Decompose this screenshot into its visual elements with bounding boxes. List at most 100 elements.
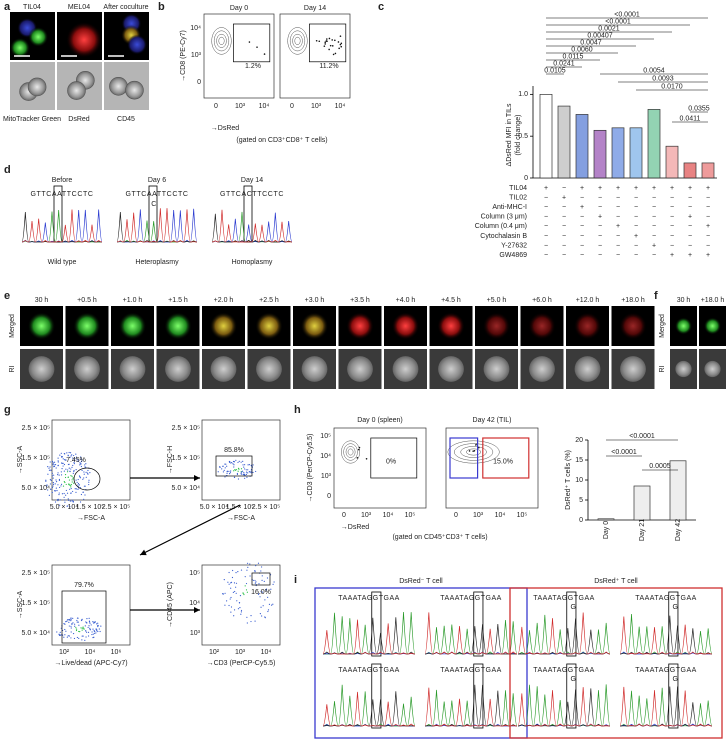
event (70, 623, 73, 625)
time-label: +3.0 h (305, 297, 325, 304)
event (67, 619, 69, 621)
event (63, 480, 65, 483)
event (52, 464, 54, 466)
event (76, 481, 78, 484)
condition-sign: + (706, 185, 710, 192)
event (49, 478, 51, 481)
event (75, 456, 78, 458)
flow-plot (51, 419, 131, 501)
event (76, 619, 78, 622)
event (246, 616, 248, 618)
alt-base: G (570, 604, 575, 611)
condition-sign: − (562, 233, 566, 240)
condition-sign: − (616, 214, 620, 221)
gate (73, 467, 101, 491)
event (58, 633, 60, 635)
position-box (148, 185, 158, 243)
event (240, 473, 243, 475)
cell-signal (66, 21, 103, 58)
event (55, 487, 57, 489)
gate (482, 437, 530, 479)
condition-sign: + (616, 223, 620, 230)
event (54, 501, 57, 503)
event (242, 592, 244, 594)
contour (289, 30, 306, 52)
p-value: 0.00407 (587, 32, 612, 39)
gate-percent: 11.2% (319, 63, 338, 70)
position-box (473, 591, 484, 657)
condition-sign: − (634, 194, 638, 201)
event (75, 469, 77, 471)
condition-sign: − (688, 233, 692, 240)
chromatogram (619, 616, 713, 655)
event (244, 468, 246, 470)
event (242, 464, 244, 466)
event (48, 467, 50, 469)
event (60, 474, 63, 476)
event (70, 631, 72, 633)
condition-sign: − (688, 204, 692, 211)
condition-sign: − (634, 242, 638, 249)
event (248, 41, 251, 43)
event (52, 483, 55, 485)
p-value: 0.0411 (680, 115, 701, 122)
event (240, 468, 243, 470)
event (246, 562, 249, 564)
time-label: +3.5 h (350, 297, 370, 304)
x-tick-label: 10³ (235, 649, 246, 656)
event (64, 458, 66, 461)
event (228, 470, 230, 472)
panel-label: e (4, 290, 10, 302)
p-value: <0.0001 (629, 433, 655, 440)
condition-sign: − (670, 233, 674, 240)
event (72, 617, 74, 619)
event (95, 628, 97, 630)
condition-sign: − (562, 214, 566, 221)
y-axis-label: →SSC-A (17, 590, 24, 619)
event (51, 472, 53, 474)
position-box (371, 591, 382, 657)
event (79, 501, 82, 503)
event (58, 478, 61, 481)
event (226, 472, 228, 474)
event (358, 446, 361, 449)
event (250, 472, 252, 474)
event (62, 465, 64, 467)
condition-sign: − (580, 252, 584, 259)
event (223, 469, 225, 471)
event (75, 629, 78, 632)
event (67, 498, 69, 500)
condition-sign: + (652, 185, 656, 192)
event (252, 471, 254, 474)
event (68, 484, 71, 486)
event (52, 481, 55, 484)
chromatogram (424, 612, 518, 655)
cell-signal (482, 312, 511, 340)
event (83, 473, 85, 475)
event (244, 477, 246, 479)
event (82, 491, 84, 493)
p-value: <0.0001 (605, 18, 631, 25)
event (57, 500, 59, 502)
contour (213, 30, 230, 52)
condition-sign: − (652, 223, 656, 230)
event (272, 583, 274, 585)
event (81, 618, 83, 620)
event (88, 617, 90, 619)
bar (665, 145, 679, 179)
condition-sign: − (688, 194, 692, 201)
event (260, 570, 262, 572)
event (93, 622, 95, 624)
event (267, 596, 269, 598)
x-axis-label: →CD3 (PerCP-Cy5.5) (207, 660, 276, 667)
condition-sign: − (652, 233, 656, 240)
x-tick-label: 10² (209, 649, 220, 656)
event (237, 608, 240, 610)
event (237, 461, 239, 464)
event (365, 457, 368, 460)
gate (251, 572, 271, 586)
event (96, 630, 98, 632)
event (47, 489, 49, 491)
event (235, 572, 237, 574)
chromatogram (619, 614, 713, 655)
